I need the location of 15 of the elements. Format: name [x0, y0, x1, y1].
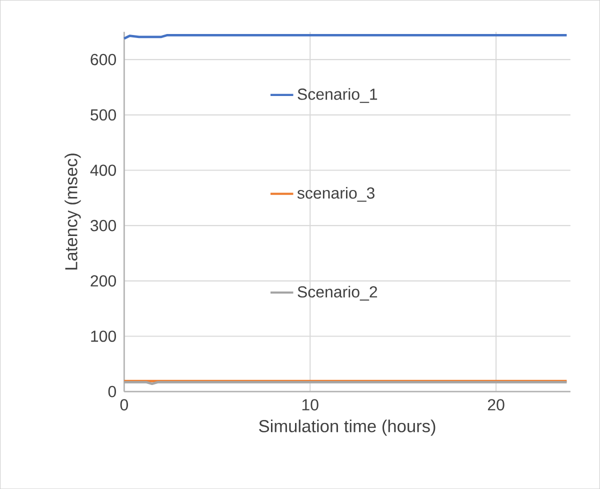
y-tick-label: 400 [90, 164, 116, 176]
y-tick-label: 200 [90, 275, 116, 287]
legend-label: scenario_3 [297, 186, 374, 202]
y-axis-title: Latency (msec) [64, 154, 81, 270]
y-tick-label: 500 [90, 109, 116, 121]
legend-label: Scenario_2 [298, 286, 378, 301]
y-tick-label: 300 [90, 220, 116, 232]
x-axis-title: Simulation time (hours) [259, 420, 436, 436]
x-tick-label: 10 [302, 399, 318, 410]
legend-label: Scenario_1 [298, 88, 378, 103]
y-tick-label: 0 [108, 386, 116, 398]
y-tick-label: 600 [90, 54, 116, 66]
x-tick-label: 0 [120, 399, 128, 410]
y-tick-label: 100 [91, 330, 116, 342]
x-tick-label: 20 [488, 399, 504, 410]
